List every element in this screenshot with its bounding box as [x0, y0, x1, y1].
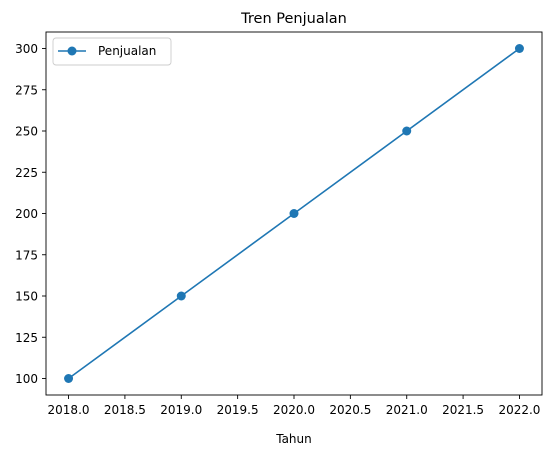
- x-tick-label: 2021.5: [442, 403, 484, 417]
- data-point: [289, 209, 299, 218]
- y-tick-label: 225: [15, 166, 38, 180]
- legend-box: [52, 37, 172, 66]
- data-point: [402, 126, 412, 136]
- x-tick-label: 2020.5: [329, 403, 371, 417]
- legend: Penjualan: [52, 37, 172, 66]
- data-point: [64, 374, 74, 383]
- x-tick-label: 2018.5: [104, 403, 146, 417]
- x-tick-label: 2021.0: [386, 403, 428, 417]
- y-tick-label: 250: [15, 125, 38, 139]
- x-tick-label: 2020.0: [273, 403, 315, 417]
- y-tick-label: 100: [15, 372, 38, 386]
- y-tick-label: 175: [15, 248, 38, 262]
- x-axis-label: Tahun: [275, 432, 312, 446]
- series-layer: [64, 44, 524, 383]
- x-tick-label: 2022.0: [498, 403, 540, 417]
- x-tick-label: 2019.5: [217, 403, 259, 417]
- chart-title: Tren Penjualan: [240, 11, 347, 27]
- y-axis: 100 125 150 175 200 225 250 275 300: [15, 42, 46, 386]
- legend-marker: [67, 46, 77, 56]
- y-tick-label: 300: [15, 42, 38, 56]
- y-tick-label: 125: [15, 331, 38, 345]
- data-point: [176, 291, 186, 301]
- x-tick-label: 2018.0: [48, 403, 90, 417]
- x-tick-label: 2019.0: [160, 403, 202, 417]
- y-tick-label: 150: [15, 290, 38, 304]
- y-tick-label: 200: [15, 207, 38, 221]
- legend-label-penjualan: Penjualan: [98, 44, 156, 58]
- x-axis: 2018.0 2018.5 2019.0 2019.5 2020.0 2020.5 2021…: [48, 395, 540, 417]
- y-tick-label: 275: [15, 83, 38, 97]
- data-point: [514, 44, 524, 53]
